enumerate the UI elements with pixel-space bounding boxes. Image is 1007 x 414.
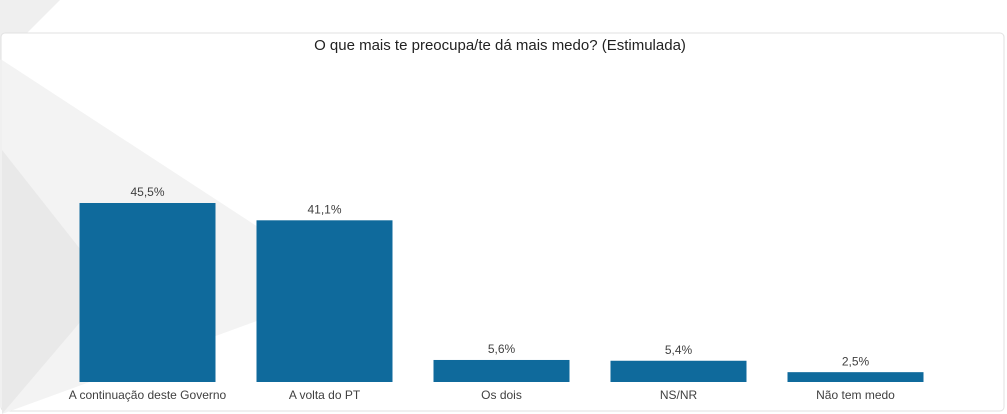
bar bbox=[256, 220, 393, 382]
data-label: 2,5% bbox=[842, 354, 870, 368]
bar bbox=[787, 372, 924, 382]
x-tick-label: A volta do PT bbox=[289, 388, 361, 402]
data-label: 5,6% bbox=[488, 342, 516, 356]
bar bbox=[79, 203, 216, 382]
x-tick-label: Não tem medo bbox=[816, 388, 895, 402]
x-tick-label: Os dois bbox=[481, 388, 522, 402]
x-tick-label: NS/NR bbox=[660, 388, 698, 402]
chart-title: O que mais te preocupa/te dá mais medo? … bbox=[314, 37, 686, 54]
data-label: 5,4% bbox=[665, 343, 693, 357]
data-label: 41,1% bbox=[307, 202, 341, 216]
bar bbox=[433, 359, 570, 382]
data-label: 45,5% bbox=[130, 185, 164, 199]
decoration bbox=[2, 150, 110, 414]
x-tick-label: A continuação deste Governo bbox=[69, 388, 227, 402]
bar bbox=[610, 360, 747, 382]
